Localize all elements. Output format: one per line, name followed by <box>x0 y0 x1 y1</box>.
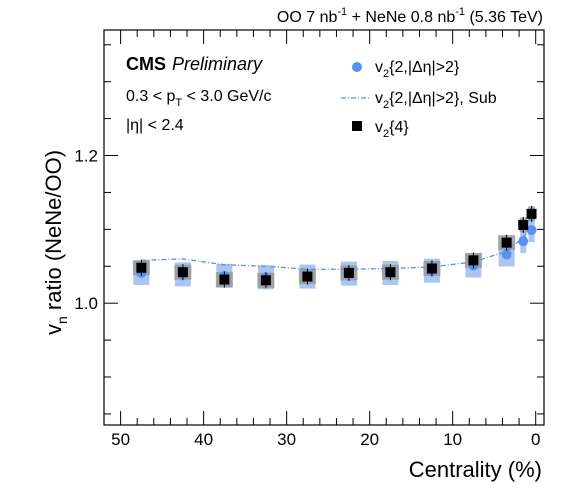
point-v2-2 <box>526 225 537 236</box>
sub-series-line <box>141 225 533 270</box>
pt-range-annotation: 0.3 < pT < 3.0 GeV/c <box>126 88 272 109</box>
point-v2-4 <box>468 255 479 266</box>
x-tick-label: 20 <box>360 430 379 449</box>
point-v2-4 <box>136 262 147 273</box>
legend-label-v2-2: v2{2,|Δη|>2} <box>375 59 460 80</box>
point-v2-2 <box>518 236 529 247</box>
x-tick-label: 40 <box>194 430 213 449</box>
x-tick-label: 0 <box>531 430 540 449</box>
x-tick-label: 50 <box>111 430 130 449</box>
x-axis-title: Centrality (%) <box>409 457 542 482</box>
y-axis-title: vn ratio (NeNe/OO) <box>41 150 70 335</box>
axis-ticks <box>104 30 544 425</box>
data-markers <box>136 205 537 289</box>
legend: v2{2,|Δη|>2} v2{2,|Δη|>2}, Sub v2{4} <box>341 59 497 140</box>
y-tick-label: 1.0 <box>74 294 98 313</box>
series-line-v2-2-sub <box>141 225 533 270</box>
point-v2-4 <box>177 267 188 278</box>
y-tick-labels: 1.0 1.2 <box>74 147 98 314</box>
point-v2-4 <box>518 219 529 230</box>
legend-label-v2-4: v2{4} <box>375 119 409 140</box>
legend-label-v2-2-sub: v2{2,|Δη|>2}, Sub <box>375 90 497 111</box>
plot-frame <box>103 29 545 426</box>
point-v2-4 <box>302 271 313 282</box>
point-v2-4 <box>343 267 354 278</box>
legend-marker-square <box>352 121 362 131</box>
x-tick-labels: 50 40 30 20 10 0 <box>111 430 540 449</box>
point-v2-4 <box>219 274 230 285</box>
cms-label: CMS Preliminary <box>126 54 263 74</box>
point-v2-4 <box>385 267 396 278</box>
point-v2-4 <box>426 263 437 274</box>
point-v2-4 <box>501 237 512 248</box>
point-v2-4 <box>526 208 537 219</box>
point-v2-4 <box>260 275 271 286</box>
legend-marker-circle <box>352 62 362 72</box>
header-text: OO 7 nb-1 + NeNe 0.8 nb-1 (5.36 TeV) <box>277 6 543 26</box>
x-tick-label: 30 <box>277 430 296 449</box>
y-tick-label: 1.2 <box>74 147 98 166</box>
systematic-boxes <box>132 206 536 290</box>
eta-annotation: |η| < 2.4 <box>126 117 184 134</box>
x-tick-label: 10 <box>443 430 462 449</box>
point-v2-2 <box>501 249 512 260</box>
